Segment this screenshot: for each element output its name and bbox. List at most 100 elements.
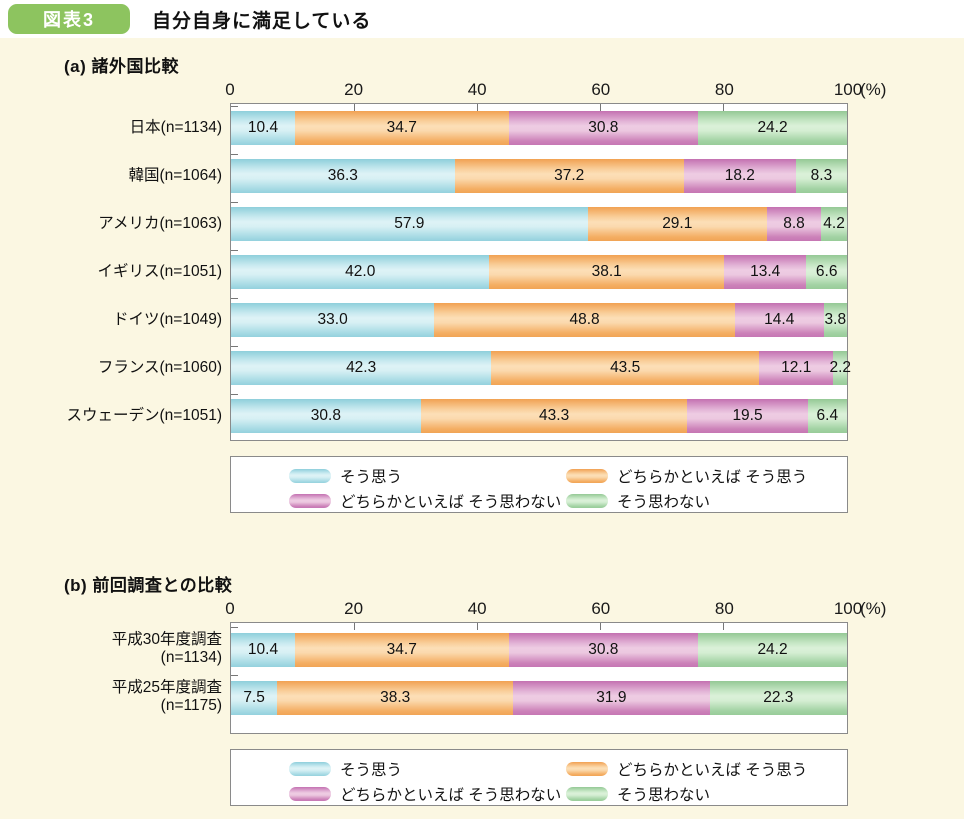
figure-panel: (a) 諸外国比較 日本(n=1134) 韓国(n=1064) アメリカ(n=106… [0, 38, 964, 819]
bar-segment: 43.5 [491, 351, 759, 385]
row-tick-mark [231, 106, 238, 107]
legend-label: どちらかといえば そう思わない [340, 787, 562, 804]
bar-segment: 13.4 [723, 255, 807, 289]
segment-value: 36.3 [327, 167, 358, 184]
segment-value: 4.2 [823, 215, 845, 232]
row-label-line: スウェーデン(n=1051) [66, 406, 222, 424]
legend-swatch [566, 494, 608, 508]
legend-swatch [566, 762, 608, 776]
axis-tick-label: 40 [467, 599, 487, 618]
row-label-line: フランス(n=1060) [97, 358, 222, 376]
segment-value: 24.2 [757, 641, 788, 658]
chart-b-legend: そう思う どちらかといえば そう思う どちらかといえば そう思わない そう思わない [230, 749, 848, 806]
stacked-bar: 42.0 38.1 13.4 6.6 [231, 255, 848, 289]
bar-segment: 6.6 [806, 255, 848, 289]
axis-tick-mark [600, 623, 602, 630]
bar-segment: 34.7 [295, 111, 509, 145]
stacked-bar: 33.0 48.8 14.4 3.8 [231, 303, 847, 337]
bar-segment: 37.2 [454, 159, 684, 193]
bar-segment: 30.8 [508, 633, 699, 667]
bar-row: 30.8 43.3 19.5 6.4 [231, 392, 848, 440]
section-b-title: (b) 前回調査との比較 [64, 576, 233, 595]
row-label: 平成25年度調査 (n=1175) [0, 673, 222, 721]
bar-segment: 8.8 [766, 207, 822, 241]
axis-tick-label: 0 [225, 599, 235, 618]
segment-value: 12.1 [781, 359, 812, 376]
bar-segment: 31.9 [513, 681, 710, 715]
segment-value: 10.4 [247, 119, 279, 136]
segment-value: 34.7 [386, 119, 417, 136]
bar-segment: 6.4 [807, 399, 848, 433]
row-label-line: 日本(n=1134) [129, 118, 222, 136]
axis-tick-label: 80 [714, 80, 734, 99]
stacked-bar: 42.3 43.5 12.1 2.2 [231, 351, 851, 385]
bar-segment: 30.8 [508, 111, 699, 145]
bar-segment: 24.2 [698, 633, 847, 667]
bar-row: 36.3 37.2 18.2 8.3 [231, 152, 847, 200]
segment-value: 43.5 [610, 359, 641, 376]
segment-value: 31.9 [596, 689, 627, 706]
axis-tick-mark [723, 104, 725, 111]
bar-row: 7.5 38.3 31.9 22.3 [231, 673, 847, 721]
bar-row: 33.0 48.8 14.4 3.8 [231, 296, 847, 344]
segment-value: 10.4 [247, 641, 279, 658]
axis-tick-mark [723, 623, 725, 630]
bar-segment: 42.3 [231, 351, 492, 385]
bar-segment: 30.8 [231, 399, 421, 433]
segment-value: 7.5 [243, 689, 265, 706]
axis-tick-label: 20 [344, 599, 364, 618]
bar-segment: 22.3 [709, 681, 847, 715]
bar-segment: 10.4 [231, 111, 295, 145]
chart-b: 平成30年度調査 (n=1134) 平成25年度調査 (n=1175) 0 20 40 60… [0, 596, 964, 734]
segment-value: 18.2 [724, 167, 755, 184]
row-label: イギリス(n=1051) [0, 248, 222, 296]
segment-value: 30.8 [588, 119, 619, 136]
chart-b-plot-column: 0 20 40 60 80 100 (%) 10.4 34.7 30.8 24.2 7.5 38.3 3… [225, 596, 886, 734]
axis-unit-label: (%) [860, 599, 887, 618]
axis-tick-label: 40 [467, 80, 487, 99]
chart-a-axis: 0 20 40 60 80 100 (%) [225, 77, 886, 103]
chart-a-legend: そう思う どちらかといえば そう思う どちらかといえば そう思わない そう思わない [230, 456, 848, 513]
row-tick-mark [231, 202, 238, 203]
segment-value: 24.2 [757, 119, 788, 136]
legend-label: どちらかといえば そう思う [617, 762, 808, 779]
stacked-bar: 57.9 29.1 8.8 4.2 [231, 207, 847, 241]
row-label: アメリカ(n=1063) [0, 200, 222, 248]
row-tick-mark [231, 675, 238, 676]
segment-value: 6.6 [815, 263, 838, 280]
chart-b-axis: 0 20 40 60 80 100 (%) [225, 596, 886, 622]
stacked-bar: 10.4 34.7 30.8 24.2 [231, 111, 847, 145]
row-tick-mark [231, 346, 238, 347]
row-label: 平成30年度調査 (n=1134) [0, 625, 222, 673]
row-label: フランス(n=1060) [0, 344, 222, 392]
figure-number-badge: 図表3 [8, 4, 130, 34]
axis-tick-mark [353, 623, 355, 630]
bar-row: 10.4 34.7 30.8 24.2 [231, 104, 847, 152]
legend-item: どちらかといえば そう思わない [289, 490, 566, 512]
segment-value: 38.1 [591, 263, 622, 280]
legend-label: そう思わない [617, 787, 711, 804]
segment-value: 29.1 [662, 215, 693, 232]
legend-label: どちらかといえば そう思う [617, 469, 808, 486]
segment-value: 8.3 [810, 167, 833, 184]
bar-row: 10.4 34.7 30.8 24.2 [231, 625, 847, 673]
segment-value: 22.3 [763, 689, 794, 706]
segment-value: 6.4 [816, 407, 839, 424]
segment-value: 33.0 [317, 311, 348, 328]
row-label-line: 平成25年度調査 [111, 678, 222, 696]
row-label: 韓国(n=1064) [0, 152, 222, 200]
chart-b-plot-area: 10.4 34.7 30.8 24.2 7.5 38.3 31.9 22.3 [230, 622, 848, 734]
figure-title: 自分自身に満足している [152, 10, 372, 32]
segment-value: 2.2 [829, 359, 852, 376]
segment-value: 57.9 [394, 215, 425, 232]
axis-unit-label: (%) [860, 80, 887, 99]
legend-item: そう思う [289, 465, 566, 487]
legend-swatch [289, 469, 331, 483]
chart-a-plot-area: 10.4 34.7 30.8 24.2 36.3 37.2 18.2 8.3 57.9 29.1 8… [230, 103, 851, 441]
row-label: スウェーデン(n=1051) [0, 392, 222, 440]
stacked-bar: 30.8 43.3 19.5 6.4 [231, 399, 848, 433]
row-tick-mark [231, 154, 238, 155]
legend-item: どちらかといえば そう思う [566, 465, 847, 487]
bar-row: 42.3 43.5 12.1 2.2 [231, 344, 851, 392]
axis-tick-label: 100 [833, 80, 863, 99]
